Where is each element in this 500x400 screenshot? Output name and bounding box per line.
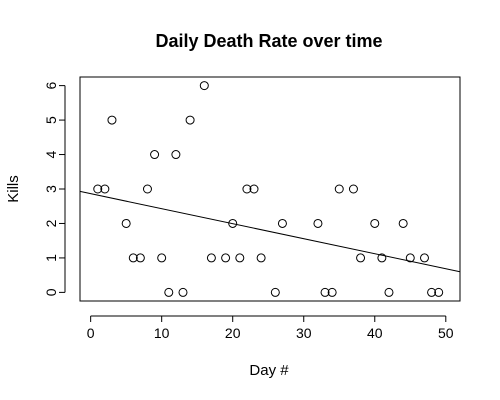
x-axis: 0 10 20 30 40 50 [87,315,454,341]
data-point [334,184,344,194]
data-point [277,218,287,228]
data-point [270,287,280,297]
x-tick-label: 50 [438,325,454,341]
data-point [228,218,238,228]
data-point [405,253,415,263]
data-point [142,184,152,194]
data-point [370,218,380,228]
data-point [164,287,174,297]
y-tick-label: 5 [43,116,59,124]
data-points [93,81,444,297]
data-point [384,287,394,297]
data-point [199,81,209,91]
x-tick-label: 0 [87,325,95,341]
y-axis-label: Kills [5,175,22,203]
x-tick-label: 10 [154,325,170,341]
y-tick-label: 0 [43,288,59,296]
data-point [185,115,195,125]
plot-frame [79,76,461,302]
x-tick-label: 40 [367,325,383,341]
data-point [398,218,408,228]
data-point [427,287,437,297]
data-point [221,253,231,263]
data-point [419,253,429,263]
x-axis-label: Day # [249,362,289,379]
data-point [348,184,358,194]
data-point [178,287,188,297]
data-point [327,287,337,297]
data-point [121,218,131,228]
data-point [107,115,117,125]
data-point [93,184,103,194]
data-point [100,184,110,194]
data-point [242,184,252,194]
data-point [256,253,266,263]
data-point [356,253,366,263]
data-point [434,287,444,297]
x-tick-label: 30 [296,325,312,341]
y-tick-label: 4 [43,150,59,158]
y-tick-label: 3 [43,185,59,193]
y-tick-label: 1 [43,254,59,262]
data-point [206,253,216,263]
data-point [171,150,181,160]
data-point [313,218,323,228]
y-axis: 0 1 2 3 4 5 6 [43,82,66,296]
x-tick-label: 20 [225,325,241,341]
data-point [150,150,160,160]
y-tick-label: 6 [43,82,59,90]
data-point [377,253,387,263]
data-point [135,253,145,263]
data-point [320,287,330,297]
data-point [249,184,259,194]
trend-line-group [79,190,461,273]
chart-title: Daily Death Rate over time [155,31,382,51]
data-point [235,253,245,263]
trend-line [79,190,461,273]
data-point [157,253,167,263]
data-point [128,253,138,263]
y-tick-label: 2 [43,219,59,227]
